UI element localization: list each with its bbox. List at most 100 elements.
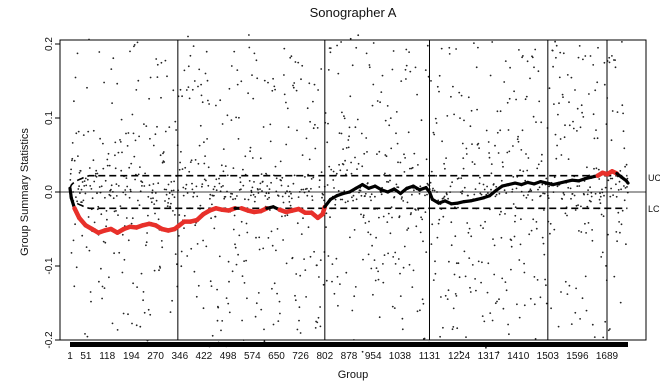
data-point [202, 239, 205, 242]
data-point [503, 81, 506, 83]
data-point [537, 70, 540, 73]
data-point [302, 217, 304, 220]
data-point [467, 194, 469, 197]
data-point [356, 168, 358, 171]
data-point [281, 215, 283, 218]
data-point [395, 132, 397, 135]
data-point [477, 46, 479, 49]
data-point [426, 193, 428, 196]
data-point [426, 44, 429, 47]
data-point [601, 251, 604, 254]
x-tick-label: 498 [220, 351, 237, 362]
data-point [498, 298, 500, 301]
data-point [105, 210, 108, 212]
data-point [171, 193, 174, 196]
data-point [622, 130, 625, 133]
data-point [469, 291, 472, 293]
data-point [258, 236, 261, 239]
data-point [248, 34, 250, 36]
data-point [71, 157, 74, 160]
data-point [293, 174, 296, 177]
data-point [494, 144, 496, 147]
data-point [81, 201, 83, 204]
data-point [178, 168, 181, 171]
data-point [100, 213, 103, 216]
data-point [213, 185, 216, 188]
data-point [514, 220, 516, 223]
data-point [431, 223, 434, 226]
data-point [566, 74, 569, 76]
data-point [174, 253, 177, 256]
data-point [421, 298, 424, 301]
data-point [442, 326, 444, 329]
data-point [578, 185, 581, 187]
data-point [336, 275, 339, 278]
data-point [102, 240, 105, 243]
data-point [559, 138, 562, 140]
data-point [306, 187, 308, 190]
data-point [537, 188, 539, 191]
data-point [474, 278, 476, 280]
data-point [242, 184, 245, 187]
data-point [344, 159, 346, 162]
data-point [316, 321, 319, 324]
data-point [354, 126, 357, 129]
data-point [254, 315, 257, 318]
data-point [161, 161, 164, 164]
data-point [284, 192, 287, 195]
data-point [535, 227, 538, 230]
data-point [599, 202, 602, 205]
data-point [118, 251, 121, 254]
data-point [194, 159, 197, 161]
data-point [545, 284, 547, 287]
data-point [121, 151, 123, 154]
data-point [178, 235, 180, 237]
data-point [247, 198, 250, 201]
data-point [110, 188, 112, 191]
data-point [592, 113, 595, 116]
data-point [334, 198, 337, 201]
data-point [399, 272, 401, 275]
x-tick-label: 346 [171, 351, 188, 362]
data-point [431, 189, 434, 192]
data-point [409, 167, 411, 170]
data-point [304, 176, 306, 178]
data-point [349, 37, 352, 40]
data-point [616, 240, 618, 243]
data-point [137, 173, 140, 176]
data-point [195, 295, 198, 298]
data-point [623, 199, 626, 202]
data-point [586, 166, 588, 169]
data-point [164, 130, 167, 133]
x-tick-label: 1410 [507, 351, 530, 362]
data-point [345, 147, 348, 149]
data-point [99, 137, 101, 140]
data-point [542, 192, 544, 195]
data-point [563, 136, 566, 139]
data-point [591, 323, 594, 326]
data-point [329, 47, 332, 49]
data-point [417, 208, 420, 211]
data-point [216, 288, 219, 291]
data-point [492, 238, 494, 241]
data-point [206, 79, 209, 82]
data-point [211, 203, 213, 206]
data-point [608, 61, 611, 64]
data-point [333, 292, 336, 295]
data-point [414, 66, 417, 69]
data-point [301, 154, 304, 157]
data-point [538, 186, 541, 189]
data-point [164, 200, 166, 202]
data-point [522, 55, 524, 57]
data-point [359, 189, 362, 192]
data-point [97, 205, 100, 208]
data-point [109, 194, 112, 197]
data-point [548, 185, 550, 188]
data-point [530, 189, 533, 192]
data-point [411, 193, 413, 196]
data-point [96, 192, 98, 195]
data-point [185, 89, 188, 91]
data-point [290, 192, 292, 195]
data-point [314, 147, 317, 150]
data-point [372, 83, 375, 86]
